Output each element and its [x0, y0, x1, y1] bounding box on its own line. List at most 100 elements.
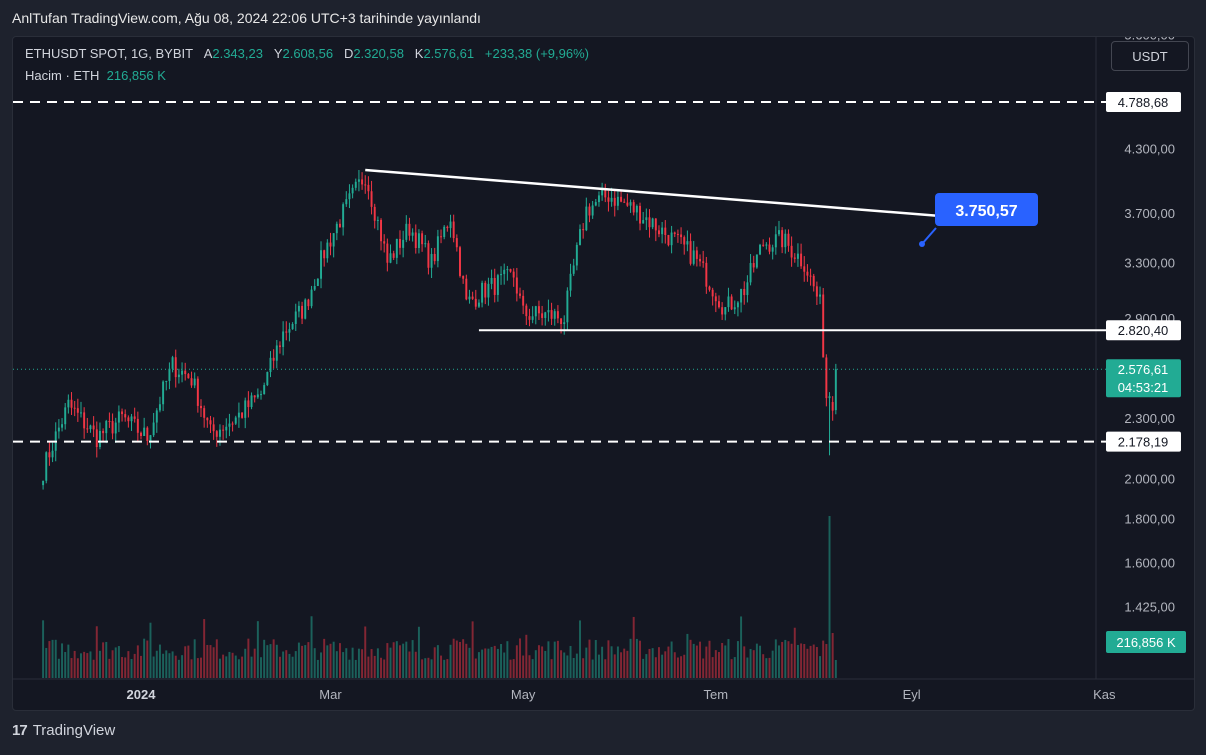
candle-body: [278, 345, 281, 347]
candle-body: [152, 422, 155, 436]
candle-body: [326, 242, 329, 259]
candle-body: [487, 283, 490, 298]
candle-body: [275, 345, 278, 361]
candle-body: [294, 311, 297, 324]
volume-bar: [629, 638, 632, 678]
candle-body: [155, 410, 158, 423]
candle-body: [661, 227, 664, 235]
candle-body: [111, 421, 114, 434]
volume-bar: [648, 648, 651, 678]
volume-bar: [834, 660, 837, 678]
candle-body: [585, 206, 588, 231]
volume-bar: [645, 654, 648, 678]
volume-bar: [57, 658, 60, 678]
volume-bar: [241, 656, 244, 678]
volume-bar: [430, 659, 433, 678]
candle-body: [399, 238, 401, 248]
volume-label[interactable]: Hacim · ETH: [25, 68, 100, 83]
candle-body: [626, 202, 629, 206]
volume-bar: [111, 650, 114, 678]
volume-bar: [487, 648, 490, 678]
candle-body: [733, 307, 736, 310]
volume-bar: [367, 656, 370, 678]
candle-body: [771, 247, 774, 252]
candle-body: [411, 232, 414, 236]
currency-button[interactable]: USDT: [1111, 41, 1189, 71]
brand-label[interactable]: TradingView: [32, 722, 116, 739]
candle-body: [525, 305, 528, 317]
volume-bar: [727, 639, 730, 678]
volume-bar: [171, 651, 174, 678]
volume-bar: [730, 659, 733, 678]
candle-body: [389, 253, 392, 263]
symbol-label[interactable]: ETHUSDT SPOT, 1G, BYBIT: [25, 46, 193, 61]
time-tick-label: 2024: [127, 687, 157, 702]
candle-body: [642, 220, 645, 224]
volume-bar: [572, 657, 575, 678]
candle-body: [759, 244, 762, 255]
candlestick-chart[interactable]: 5.600,004.300,003.700,003.300,002.900,00…: [13, 37, 1194, 710]
volume-bar: [465, 643, 468, 678]
candle-body: [348, 193, 351, 200]
candle-body: [449, 221, 452, 229]
candle-body: [620, 196, 623, 202]
candle-body: [424, 243, 427, 245]
chart-panel[interactable]: 5.600,004.300,003.700,003.300,002.900,00…: [12, 36, 1195, 711]
level-price-label: 4.788,68: [1118, 95, 1169, 110]
candle-body: [162, 381, 165, 405]
candle-body: [550, 310, 553, 319]
volume-bar: [335, 651, 338, 678]
volume-bar: [459, 641, 461, 678]
candle-body: [736, 302, 739, 308]
volume-bar: [405, 641, 408, 678]
volume-bar: [563, 652, 566, 678]
high-label: Y: [273, 46, 283, 61]
candle-body: [512, 271, 515, 278]
candle-body: [560, 318, 563, 325]
candle-body: [515, 277, 518, 294]
volume-bar: [411, 640, 414, 678]
volume-bar: [503, 652, 506, 678]
volume-bar: [181, 655, 184, 678]
candle-body: [692, 250, 695, 264]
candle-body: [136, 418, 139, 433]
volume-bar: [332, 641, 335, 678]
volume-bar: [778, 645, 780, 678]
candle-body: [831, 402, 834, 411]
volume-bar: [61, 643, 64, 678]
candle-body: [443, 226, 446, 237]
candle-body: [743, 288, 746, 296]
candle-body: [222, 429, 225, 431]
candle-body: [455, 238, 458, 248]
candle-body: [64, 407, 67, 425]
volume-bar: [471, 621, 474, 678]
candle-body: [509, 269, 512, 272]
volume-bar: [762, 654, 765, 678]
volume-bar: [717, 652, 720, 678]
volume-bar: [613, 654, 616, 678]
callout-anchor-dot: [919, 241, 925, 247]
volume-bar: [604, 659, 607, 678]
volume-bar: [749, 648, 752, 678]
volume-bar: [825, 643, 828, 678]
volume-bar: [48, 641, 51, 678]
candle-body: [218, 429, 221, 437]
candle-body: [329, 242, 332, 247]
volume-bar: [670, 641, 673, 678]
volume-bar: [225, 656, 228, 678]
volume-bar: [695, 645, 698, 678]
volume-bar: [759, 645, 762, 678]
volume-bar: [588, 639, 591, 678]
candle-body: [563, 322, 566, 325]
volume-bar: [357, 648, 360, 678]
volume-bar: [651, 648, 654, 678]
volume-bar: [828, 516, 831, 678]
candle-body: [822, 294, 825, 358]
candle-body: [639, 205, 641, 224]
tradingview-footer: 17 TradingView: [12, 722, 115, 739]
candle-body: [784, 233, 787, 248]
volume-bar: [228, 651, 231, 678]
candle-body: [357, 179, 360, 182]
volume-bar: [692, 643, 695, 678]
candle-body: [165, 380, 168, 382]
